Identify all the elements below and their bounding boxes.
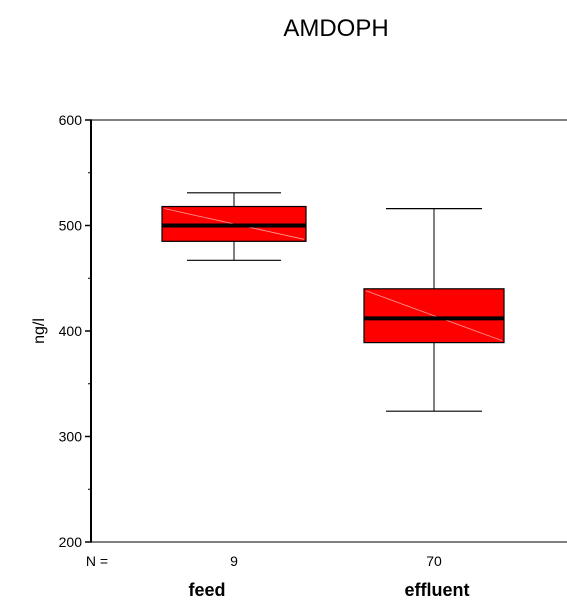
category-label-effluent: effluent [405, 580, 470, 600]
box-plots [161, 192, 505, 412]
box-iqr-effluent [363, 288, 505, 344]
box-feed [161, 192, 307, 261]
y-axis-label: ng/l [31, 318, 48, 344]
chart-title: AMDOPH [283, 15, 388, 42]
y-tick-label-300: 300 [59, 429, 83, 445]
box-sheen-effluent [365, 290, 503, 341]
n-label: N = [86, 553, 108, 569]
n-value-effluent: 70 [426, 553, 442, 569]
y-tick-label-200: 200 [59, 534, 83, 550]
category-label-feed: feed [188, 580, 225, 600]
n-value-feed: 9 [230, 553, 238, 569]
y-tick-label-600: 600 [59, 112, 83, 128]
y-ticks: 600 500 400 300 200 [59, 112, 92, 550]
y-tick-label-400: 400 [59, 323, 83, 339]
box-effluent [363, 208, 505, 412]
y-tick-label-500: 500 [59, 218, 83, 234]
